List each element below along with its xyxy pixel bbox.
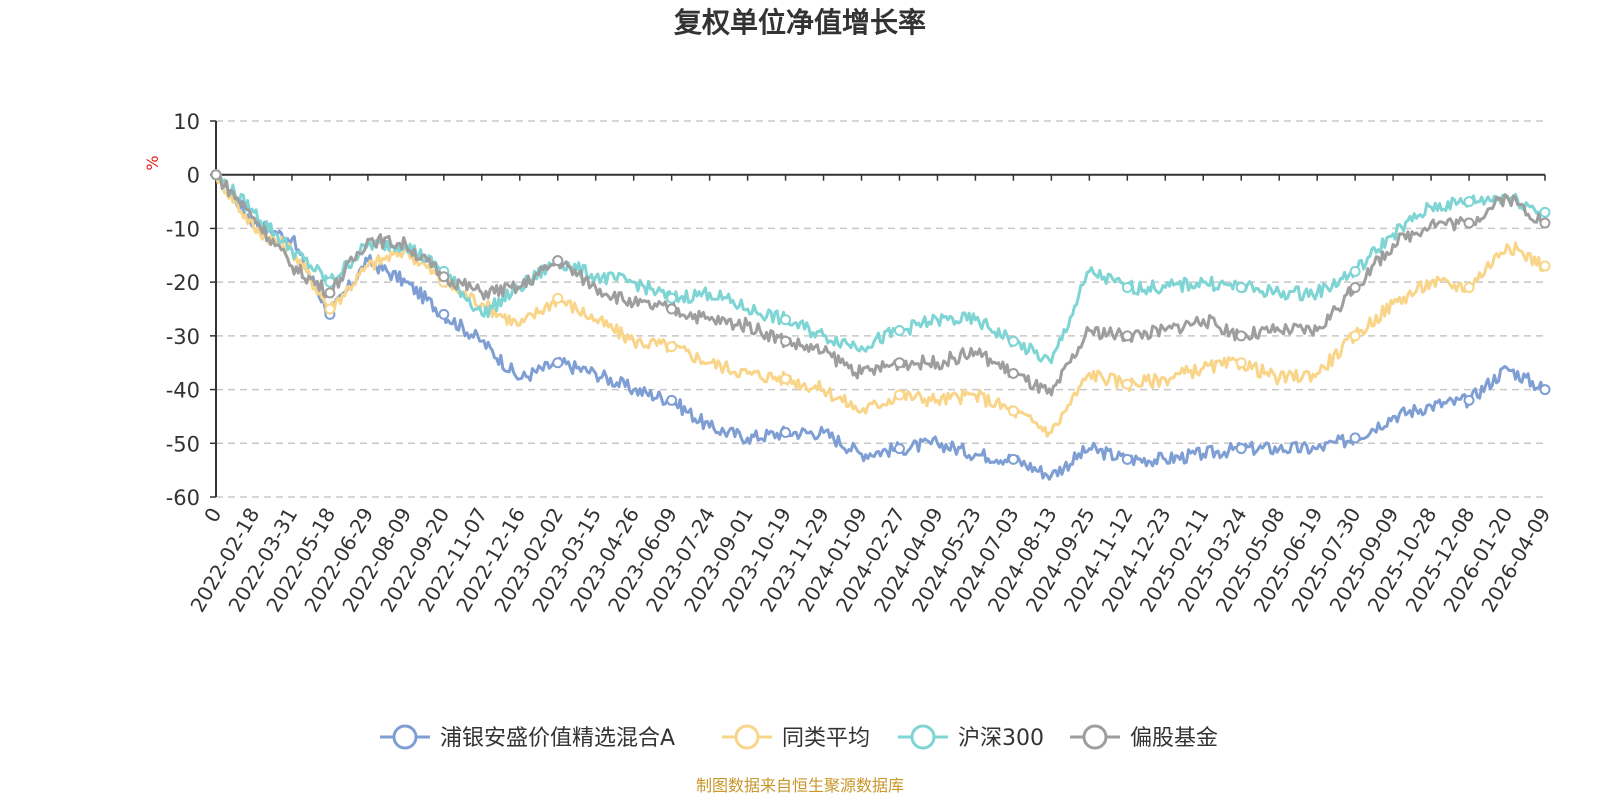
- x-tick-label: 0: [199, 504, 226, 527]
- data-point: [1007, 367, 1019, 379]
- data-point: [666, 292, 678, 304]
- legend[interactable]: 浦银安盛价值精选混合A 同类平均 沪深300 偏股基金: [380, 724, 1218, 751]
- data-point: [552, 292, 564, 304]
- data-point: [1007, 405, 1019, 417]
- series-1: [210, 169, 1551, 481]
- legend-label: 偏股基金: [1130, 726, 1218, 751]
- legend-label: 同类平均: [782, 726, 870, 751]
- chart-title: 复权单位净值增长率: [674, 6, 926, 39]
- series-line: [214, 174, 1547, 438]
- data-point: [1235, 330, 1247, 342]
- data-source-note: 制图数据来自恒生聚源数据库: [696, 776, 904, 795]
- data-point: [1349, 282, 1361, 294]
- legend-item-3[interactable]: 沪深300: [898, 724, 1044, 751]
- y-axis: 10 0 -10 -20 -30 -40 -50 -60: [166, 110, 217, 510]
- legend-label: 浦银安盛价值精选混合A: [440, 726, 675, 751]
- data-point: [666, 341, 678, 353]
- data-point: [552, 357, 564, 369]
- data-point: [893, 443, 905, 455]
- data-point: [1121, 378, 1133, 390]
- data-point: [1463, 217, 1475, 229]
- y-tick-label: -20: [166, 271, 200, 295]
- data-point: [1121, 453, 1133, 465]
- data-point: [210, 169, 222, 181]
- y-tick-label: 0: [187, 164, 200, 188]
- data-point: [1235, 357, 1247, 369]
- data-point: [1235, 282, 1247, 294]
- data-point: [780, 314, 792, 326]
- y-tick-label: -10: [166, 217, 200, 241]
- data-point: [666, 303, 678, 315]
- data-point: [1121, 282, 1133, 294]
- data-point: [1539, 260, 1551, 272]
- data-point: [1463, 282, 1475, 294]
- series-4: [210, 169, 1551, 397]
- data-point: [438, 308, 450, 320]
- data-point: [893, 389, 905, 401]
- legend-item-4[interactable]: 偏股基金: [1070, 724, 1218, 751]
- data-point: [1539, 217, 1551, 229]
- series-line: [214, 170, 1546, 481]
- legend-marker: [1082, 724, 1108, 750]
- series-2: [210, 169, 1551, 438]
- legend-marker: [734, 724, 760, 750]
- legend-item-1[interactable]: 浦银安盛价值精选混合A: [380, 724, 675, 751]
- legend-label: 沪深300: [958, 726, 1044, 751]
- legend-marker: [910, 724, 936, 750]
- data-point: [1349, 330, 1361, 342]
- data-point: [666, 394, 678, 406]
- data-point: [1539, 206, 1551, 218]
- data-point: [1463, 394, 1475, 406]
- data-point: [438, 271, 450, 283]
- data-point: [1349, 432, 1361, 444]
- data-point: [1349, 265, 1361, 277]
- series-line: [215, 173, 1547, 397]
- y-axis-unit-label: %: [143, 155, 162, 170]
- data-point: [1539, 384, 1551, 396]
- legend-item-2[interactable]: 同类平均: [722, 724, 870, 751]
- data-point: [780, 373, 792, 385]
- y-tick-label: -60: [166, 486, 200, 510]
- y-tick-label: -50: [166, 432, 200, 456]
- data-point: [1007, 453, 1019, 465]
- legend-marker: [392, 724, 418, 750]
- data-point: [1235, 443, 1247, 455]
- data-point: [893, 324, 905, 336]
- y-tick-label: -40: [166, 379, 200, 403]
- data-point: [324, 303, 336, 315]
- data-point: [1007, 335, 1019, 347]
- data-point: [780, 427, 792, 439]
- data-point: [324, 287, 336, 299]
- gridlines: [216, 120, 1545, 498]
- data-point: [893, 357, 905, 369]
- data-point: [1121, 330, 1133, 342]
- series-line: [214, 174, 1547, 365]
- data-point: [1463, 196, 1475, 208]
- data-point: [780, 335, 792, 347]
- plot-area: [210, 169, 1551, 481]
- data-point: [552, 255, 564, 267]
- y-tick-label: -30: [166, 325, 200, 349]
- y-tick-label: 10: [173, 110, 200, 134]
